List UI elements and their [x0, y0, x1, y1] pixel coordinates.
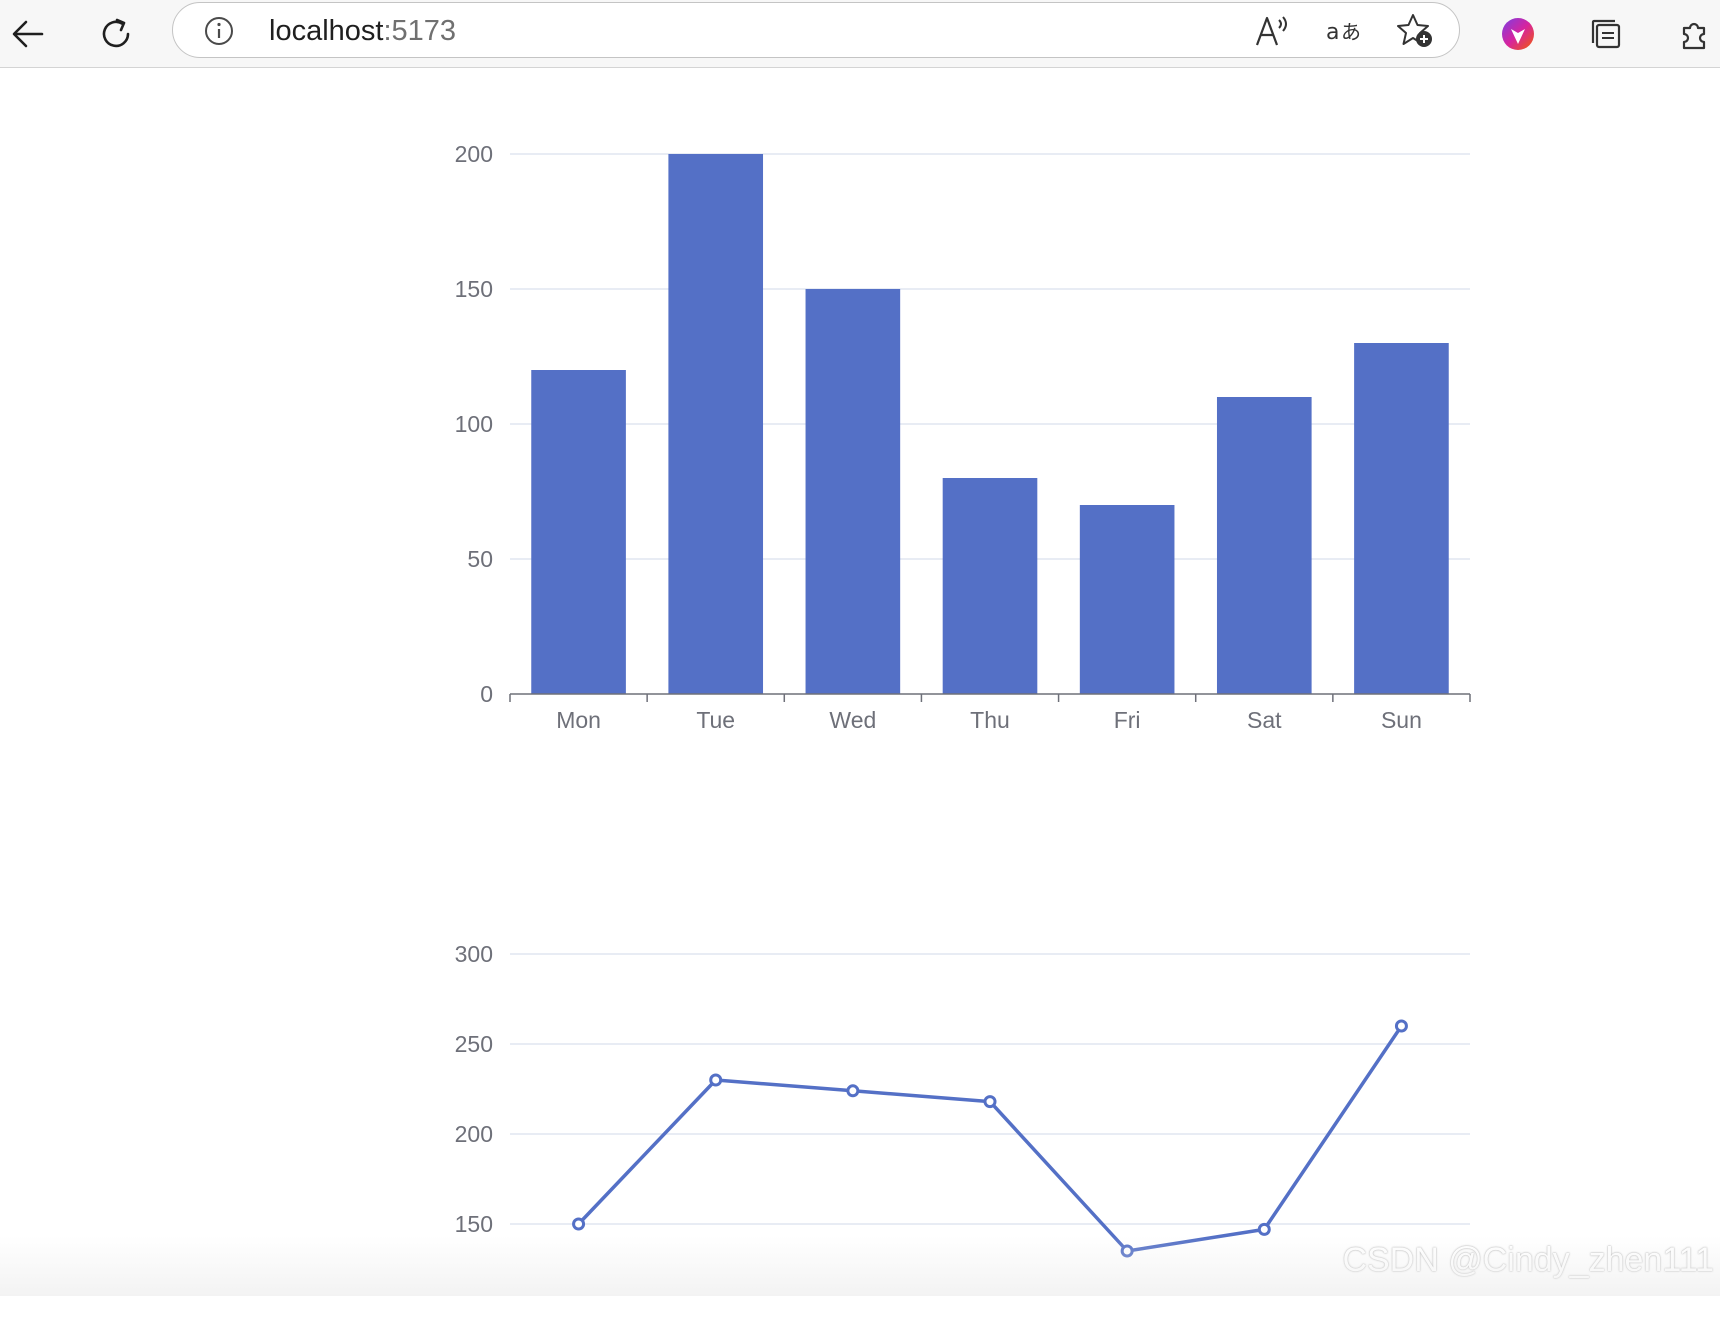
reload-button[interactable] — [90, 8, 142, 60]
line-point-thu[interactable] — [983, 1095, 997, 1109]
bar-x-tick-label: Tue — [696, 707, 735, 733]
read-aloud-button[interactable] — [1253, 13, 1293, 49]
add-favorite-button[interactable] — [1395, 13, 1435, 49]
line-y-tick-label: 200 — [455, 1121, 493, 1147]
bar-chart: 0 50 100 150 200 Mon Tue Wed Thu Fri Sat Sun — [455, 141, 1471, 733]
bar-sat[interactable] — [1216, 397, 1312, 694]
bar-y-tick-label: 100 — [455, 411, 493, 437]
bar-y-tick-label: 150 — [455, 276, 493, 302]
bar-y-tick-label: 0 — [480, 681, 493, 707]
line-series-path — [577, 1025, 1403, 1253]
watermark: CSDN @Cindy_zhen111 — [1342, 1241, 1714, 1279]
bar-x-tick-label: Wed — [829, 707, 876, 733]
bar-y-tick-label: 50 — [467, 546, 493, 572]
svg-text:a: a — [1326, 20, 1339, 45]
bar-x-tick-label: Thu — [970, 707, 1010, 733]
line-chart: 150 200 250 300 — [455, 941, 1470, 1258]
bar-fri[interactable] — [1079, 505, 1175, 694]
url-host: localhost — [269, 15, 384, 47]
bar-sun[interactable] — [1354, 343, 1449, 694]
bar-x-tick-label: Fri — [1114, 707, 1141, 733]
copilot-icon — [1502, 18, 1534, 50]
line-point-tue[interactable] — [709, 1073, 723, 1087]
svg-text:あ: あ — [1341, 20, 1361, 44]
line-point-fri[interactable] — [1120, 1244, 1134, 1258]
line-y-tick-label: 150 — [455, 1211, 493, 1237]
reload-icon — [102, 18, 130, 48]
line-point-wed[interactable] — [846, 1084, 860, 1098]
collections-icon — [1591, 19, 1621, 49]
line-point-sat[interactable] — [1257, 1222, 1271, 1236]
bar-tue[interactable] — [668, 154, 764, 694]
back-button[interactable] — [2, 8, 54, 60]
back-arrow-icon — [12, 20, 44, 48]
copilot-button[interactable] — [1492, 8, 1544, 60]
line-point-mon[interactable] — [572, 1217, 586, 1231]
extensions-button[interactable] — [1668, 8, 1720, 60]
url-text[interactable]: localhost:5173 — [269, 15, 456, 47]
translate-button[interactable]: a あ — [1325, 13, 1365, 49]
bar-mon[interactable] — [531, 370, 626, 694]
line-y-tick-label: 250 — [455, 1031, 493, 1057]
bar-y-tick-label: 200 — [455, 141, 493, 167]
line-point-sun[interactable] — [1394, 1019, 1408, 1033]
browser-toolbar: localhost:5173 a あ — [0, 0, 1720, 68]
bar-x-tick-label: Sun — [1381, 707, 1422, 733]
address-bar[interactable]: localhost:5173 a あ — [172, 2, 1460, 58]
translate-icon: a あ — [1326, 20, 1361, 45]
bar-wed[interactable] — [805, 289, 901, 694]
line-y-tick-label: 300 — [455, 941, 493, 967]
bar-x-tick-label: Mon — [556, 707, 601, 733]
add-favorite-icon — [1397, 14, 1432, 47]
extensions-icon — [1682, 22, 1706, 50]
info-icon[interactable] — [203, 15, 235, 47]
collections-button[interactable] — [1580, 8, 1632, 60]
read-aloud-icon — [1255, 16, 1287, 46]
bar-thu[interactable] — [942, 478, 1038, 694]
bar-x-tick-label: Sat — [1247, 707, 1282, 733]
url-port: :5173 — [383, 15, 457, 47]
